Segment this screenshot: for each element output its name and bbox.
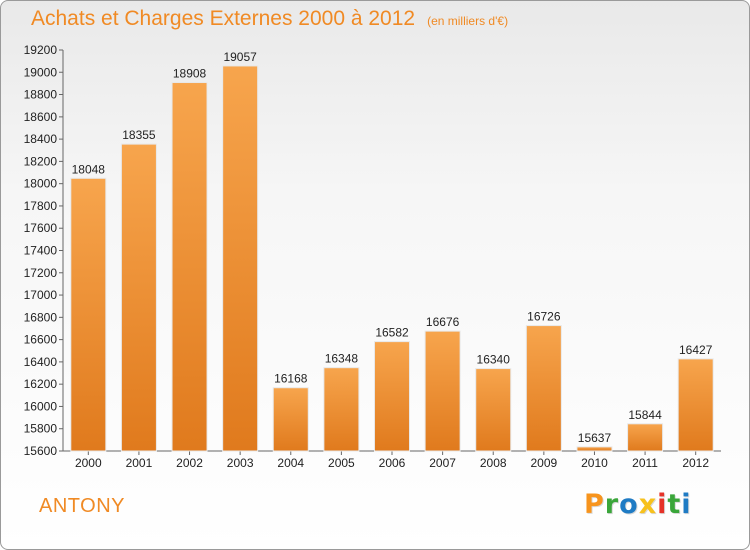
y-tick-label: 18000 — [24, 177, 58, 191]
x-tick-label-2002: 2002 — [176, 456, 203, 470]
y-tick-label: 18200 — [24, 154, 58, 168]
y-tick-label: 16000 — [24, 399, 58, 413]
logo-letter: t — [667, 489, 682, 520]
value-label-2011: 15844 — [628, 408, 662, 422]
bar-2004 — [272, 387, 309, 452]
value-labels: 18048 18355 18908 19057 16168 16348 16582 16676… — [72, 50, 713, 445]
y-tick-label: 19200 — [24, 43, 58, 57]
x-tick-label-2012: 2012 — [682, 456, 709, 470]
x-tick-label-2007: 2007 — [429, 456, 456, 470]
y-tick-label: 19000 — [24, 65, 58, 79]
x-tick-label-2006: 2006 — [379, 456, 406, 470]
x-tick-label-2011: 2011 — [632, 456, 658, 470]
logo-letter: o — [619, 489, 639, 520]
logo-letter: i — [657, 489, 668, 520]
bar-2011 — [627, 423, 664, 452]
bar-2007 — [424, 330, 461, 452]
logo-letter: i — [681, 489, 692, 520]
bar-2008 — [475, 368, 512, 452]
value-label-2002: 18908 — [173, 67, 207, 81]
proxiti-logo: Proxiti — [584, 489, 692, 520]
bar-2005 — [323, 367, 360, 452]
value-label-2004: 16168 — [274, 372, 308, 386]
y-tick-label: 17200 — [24, 266, 58, 280]
x-tick-label-2010: 2010 — [581, 456, 608, 470]
x-axis: 2000 2001 2002 2003 2004 2005 2006 2007 2008 2009… — [63, 450, 721, 470]
value-label-2009: 16726 — [527, 310, 561, 324]
value-label-2000: 18048 — [72, 162, 106, 176]
chart-subtitle: (en milliers d'€) — [427, 14, 509, 28]
value-label-2010: 15637 — [578, 431, 612, 445]
y-tick-label: 17800 — [24, 199, 58, 213]
logo-letter: x — [638, 489, 658, 520]
y-tick-label: 16400 — [24, 355, 58, 369]
y-tick-label: 15800 — [24, 422, 58, 436]
bar-2000 — [70, 177, 107, 452]
chart-title-text: Achats et Charges Externes 2000 à 2012 — [31, 7, 416, 30]
bar-2012 — [677, 358, 714, 452]
y-tick-label: 16200 — [24, 377, 58, 391]
bar-2009 — [525, 325, 562, 452]
value-label-2001: 18355 — [122, 128, 156, 142]
logo-letter: r — [604, 489, 620, 520]
y-tick-label: 16800 — [24, 310, 58, 324]
x-tick-label-2000: 2000 — [75, 456, 102, 470]
bar-2002 — [171, 82, 208, 452]
value-label-2008: 16340 — [477, 353, 511, 367]
value-label-2005: 16348 — [325, 352, 359, 366]
x-tick-label-2001: 2001 — [126, 456, 153, 470]
value-label-2012: 16427 — [679, 343, 713, 357]
y-axis: 15600 15800 16000 16200 16400 16600 16800 17000… — [24, 43, 64, 458]
y-tick-label: 18800 — [24, 88, 58, 102]
value-label-2003: 19057 — [223, 50, 257, 64]
value-label-2006: 16582 — [375, 326, 409, 340]
bar-2006 — [374, 341, 410, 452]
bar-2001 — [120, 143, 157, 452]
y-tick-label: 15600 — [24, 444, 58, 458]
y-tick-label: 18600 — [24, 110, 58, 124]
y-tick-label: 16600 — [24, 333, 58, 347]
y-tick-label: 17400 — [24, 244, 58, 258]
x-tick-label-2005: 2005 — [328, 456, 355, 470]
bars — [70, 65, 714, 452]
value-label-2007: 16676 — [426, 315, 460, 329]
x-tick-label-2003: 2003 — [227, 456, 254, 470]
y-tick-label: 18400 — [24, 132, 58, 146]
y-tick-label: 17000 — [24, 288, 58, 302]
city-label: ANTONY — [39, 495, 125, 517]
x-tick-label-2004: 2004 — [277, 456, 304, 470]
chart-title: Achats et Charges Externes 2000 à 2012 (e… — [31, 7, 508, 31]
logo-letter: P — [584, 489, 605, 520]
x-tick-label-2008: 2008 — [480, 456, 507, 470]
y-tick-label: 17600 — [24, 221, 58, 235]
bar-2003 — [222, 65, 259, 452]
bar-2010 — [576, 446, 613, 452]
x-tick-label-2009: 2009 — [530, 456, 557, 470]
